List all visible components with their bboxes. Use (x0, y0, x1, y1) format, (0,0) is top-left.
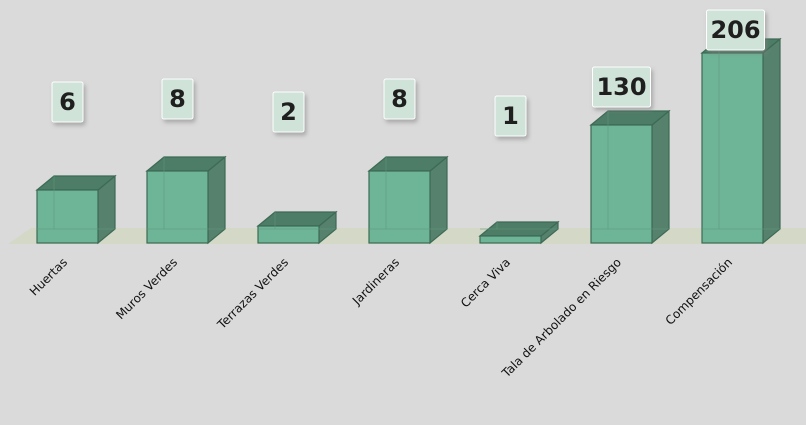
value-label-box-muros-verdes (161, 78, 194, 120)
value-label-text-huertas: 6 (59, 88, 76, 116)
bar-front-compensacion (701, 52, 764, 244)
bar-front-muros-verdes (146, 170, 209, 244)
bar-front-cerca-viva (479, 235, 542, 244)
value-label-text-cerca-viva: 1 (502, 102, 519, 130)
bar-side-muros-verdes (207, 155, 226, 245)
bar-cerca-viva (478, 220, 560, 245)
category-label-jardineras: Jardineras (349, 255, 402, 308)
value-label-text-compensacion: 206 (710, 16, 760, 44)
bar-side-jardineras (429, 155, 448, 245)
bar-terrazas-verdes (256, 210, 338, 245)
value-label-jardineras: 8 (383, 78, 416, 120)
value-label-tala-de-arbolado-en-riesgo: 130 (592, 66, 651, 108)
value-label-box-jardineras (383, 78, 416, 120)
bars-group (35, 37, 782, 245)
value-label-cerca-viva: 1 (494, 95, 527, 137)
bar-side-tala-de-arbolado-en-riesgo (651, 109, 670, 245)
value-label-box-compensacion (706, 9, 765, 51)
bar-front-jardineras (368, 170, 431, 244)
bar-front-tala-de-arbolado-en-riesgo (590, 124, 653, 244)
bar-front-terrazas-verdes (257, 225, 320, 244)
value-label-text-jardineras: 8 (391, 85, 408, 113)
bar-compensacion (700, 37, 782, 245)
value-label-box-cerca-viva (494, 95, 527, 137)
bar-huertas (35, 174, 117, 245)
value-label-box-terrazas-verdes (272, 91, 305, 133)
bar-tala-de-arbolado-en-riesgo (589, 109, 671, 245)
category-label-huertas: Huertas (27, 255, 70, 298)
bar-muros-verdes (145, 155, 227, 245)
category-label-cerca-viva: Cerca Viva (458, 255, 513, 310)
value-label-box-huertas (51, 81, 84, 123)
value-label-text-terrazas-verdes: 2 (280, 98, 297, 126)
category-label-terrazas-verdes: Terrazas Verdes (214, 255, 291, 332)
bar-front-huertas (36, 189, 99, 244)
value-label-huertas: 6 (51, 81, 84, 123)
value-label-compensacion: 206 (706, 9, 765, 51)
value-label-muros-verdes: 8 (161, 78, 194, 120)
category-label-tala-de-arbolado-en-riesgo: Tala de Arbolado en Riesgo (498, 255, 624, 381)
category-label-muros-verdes: Muros Verdes (113, 255, 180, 322)
bar-jardineras (367, 155, 449, 245)
value-labels-group: 6 8 2 8 1 130 206 (51, 9, 765, 137)
value-label-box-tala-de-arbolado-en-riesgo (592, 66, 651, 108)
value-label-text-tala-de-arbolado-en-riesgo: 130 (596, 73, 646, 101)
category-labels-group: Huertas Muros Verdes Terrazas Verdes Jardin… (27, 255, 735, 381)
value-label-text-muros-verdes: 8 (169, 85, 186, 113)
value-label-terrazas-verdes: 2 (272, 91, 305, 133)
bar-side-compensacion (762, 37, 781, 245)
category-label-compensacion: Compensación (663, 255, 735, 327)
